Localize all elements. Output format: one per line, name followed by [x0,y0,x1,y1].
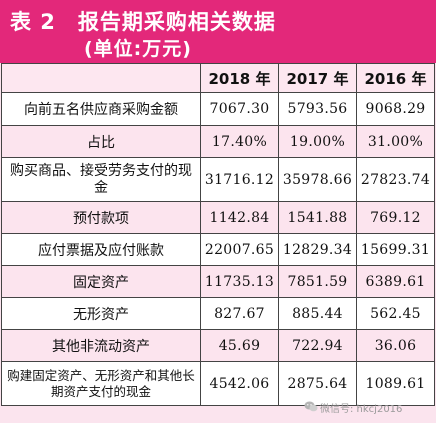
cell-2016: 1089.61 [356,361,435,406]
table-row: 预付款项 1142.84 1541.88 769.12 [1,201,435,234]
row-label: 购买商品、接受劳务支付的现金 [1,157,201,202]
cell-2016: 9068.29 [356,92,435,126]
cell-2016: 36.06 [356,329,435,362]
cell-2017: 19.00% [278,125,357,158]
row-label: 其他非流动资产 [1,329,201,362]
cell-2018: 827.67 [200,297,279,330]
cell-2018: 17.40% [200,125,279,158]
table-row: 购买商品、接受劳务支付的现金 31716.12 35978.66 27823.7… [1,157,435,202]
procurement-data-table: 2018 年 2017 年 2016 年 向前五名供应商采购金额 7067.30… [1,63,435,406]
table-row: 占比 17.40% 19.00% 31.00% [1,125,435,158]
cell-2018: 31716.12 [200,157,279,202]
table-title: 表 2 报告期采购相关数据 [10,10,276,34]
cell-2016: 6389.61 [356,265,435,298]
row-label: 固定资产 [1,265,201,298]
table-row: 应付票据及应付账款 22007.65 12829.34 15699.31 [1,233,435,266]
cell-2016: 31.00% [356,125,435,158]
cell-2018: 45.69 [200,329,279,362]
title-bar: 表 2 报告期采购相关数据 (单位:万元) [0,0,436,63]
row-label: 向前五名供应商采购金额 [1,92,201,126]
table-row: 购建固定资产、无形资产和其他长期资产支付的现金 4542.06 2875.64 … [1,361,435,406]
table-row: 无形资产 827.67 885.44 562.45 [1,297,435,330]
table-unit: (单位:万元) [84,38,192,60]
cell-2017: 35978.66 [278,157,357,202]
cell-2018: 11735.13 [200,265,279,298]
cell-2017: 885.44 [278,297,357,330]
cell-2017: 5793.56 [278,92,357,126]
cell-2018: 1142.84 [200,201,279,234]
row-label: 应付票据及应付账款 [1,233,201,266]
row-label: 购建固定资产、无形资产和其他长期资产支付的现金 [1,361,201,406]
cell-2017: 7851.59 [278,265,357,298]
row-label: 预付款项 [1,201,201,234]
cell-2017: 722.94 [278,329,357,362]
header-2017: 2017 年 [278,63,357,93]
cell-2017: 1541.88 [278,201,357,234]
cell-2016: 15699.31 [356,233,435,266]
cell-2016: 562.45 [356,297,435,330]
watermark: 微信号: hkcj2016 [320,404,403,415]
wechat-icon [304,401,318,412]
table-header-row: 2018 年 2017 年 2016 年 [1,63,435,93]
table-row: 向前五名供应商采购金额 7067.30 5793.56 9068.29 [1,92,435,126]
cell-2016: 27823.74 [356,157,435,202]
table-row: 固定资产 11735.13 7851.59 6389.61 [1,265,435,298]
row-label: 占比 [1,125,201,158]
cell-2018: 7067.30 [200,92,279,126]
header-2018: 2018 年 [200,63,279,93]
cell-2017: 12829.34 [278,233,357,266]
header-empty [1,63,201,93]
cell-2017: 2875.64 [278,361,357,406]
cell-2018: 4542.06 [200,361,279,406]
table-row: 其他非流动资产 45.69 722.94 36.06 [1,329,435,362]
header-2016: 2016 年 [356,63,435,93]
cell-2016: 769.12 [356,201,435,234]
row-label: 无形资产 [1,297,201,330]
cell-2018: 22007.65 [200,233,279,266]
